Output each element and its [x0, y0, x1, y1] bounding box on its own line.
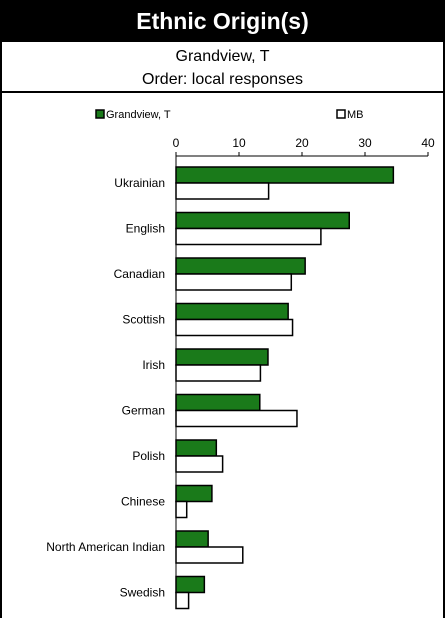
bar-province-5 — [175, 409, 298, 428]
bar-province-9 — [175, 591, 190, 610]
category-label-8: North American Indian — [46, 540, 165, 554]
category-label-7: Chinese — [121, 495, 165, 509]
bar-local-9 — [175, 575, 206, 594]
x-tick-label-2: 20 — [295, 136, 309, 150]
bar-province-6 — [175, 455, 224, 473]
x-tick-label-4: 40 — [421, 136, 435, 150]
bar-local-7 — [175, 484, 213, 503]
x-tick-label-0: 0 — [173, 136, 180, 150]
bar-province-1 — [175, 227, 322, 246]
legend-swatch-1 — [336, 109, 346, 119]
bar-province-2 — [175, 273, 293, 291]
category-label-3: Scottish — [122, 313, 165, 327]
header-divider — [2, 91, 443, 93]
bar-local-3 — [175, 302, 289, 321]
bar-province-3 — [175, 318, 294, 337]
category-label-5: German — [122, 404, 165, 418]
category-label-6: Polish — [132, 449, 165, 463]
bar-province-8 — [175, 546, 244, 564]
category-label-4: Irish — [142, 358, 165, 372]
bar-local-5 — [175, 393, 261, 412]
bar-local-4 — [175, 348, 269, 366]
chart-title: Ethnic Origin(s) — [2, 0, 443, 42]
bar-local-1 — [175, 211, 350, 230]
chart-subtitle: Grandview, T — [175, 48, 270, 65]
x-tick-label-3: 30 — [358, 136, 372, 150]
legend-label-1: MB — [347, 109, 364, 121]
bar-local-0 — [175, 166, 395, 184]
chart-order-note: Order: local responses — [142, 71, 303, 88]
bar-province-4 — [175, 364, 262, 382]
category-label-9: Swedish — [120, 586, 165, 600]
bar-province-7 — [175, 500, 188, 519]
bar-province-0 — [175, 182, 270, 200]
legend-swatch-0 — [95, 109, 105, 119]
category-label-2: Canadian — [114, 267, 165, 281]
category-label-1: English — [126, 222, 165, 236]
x-tick-label-1: 10 — [232, 136, 246, 150]
category-label-0: Ukrainian — [114, 176, 165, 190]
bar-local-2 — [175, 257, 306, 275]
bar-local-8 — [175, 530, 209, 548]
legend-label-0: Grandview, T — [106, 109, 171, 121]
bar-local-6 — [175, 439, 218, 457]
